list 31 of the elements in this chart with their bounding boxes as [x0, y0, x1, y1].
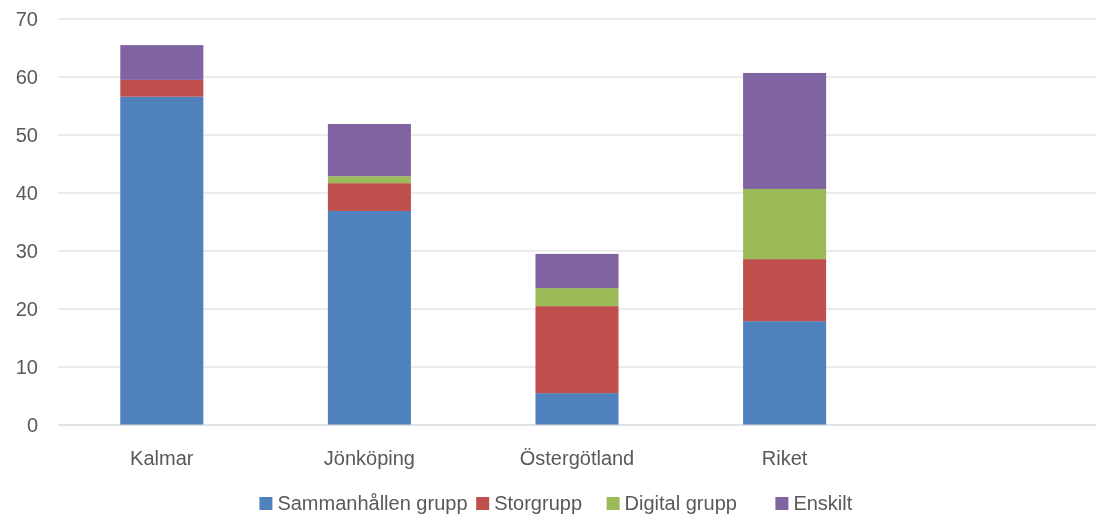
- bar: [535, 306, 619, 394]
- y-tick-label: 50: [15, 124, 38, 146]
- y-tick-label: 60: [15, 66, 38, 88]
- bar: [327, 123, 411, 177]
- bar: [743, 72, 827, 189]
- y-tick-label: 30: [15, 240, 38, 262]
- bar: [327, 183, 411, 211]
- legend-label: Digital grupp: [624, 492, 737, 514]
- bar: [120, 79, 204, 97]
- bar: [120, 45, 204, 80]
- bar: [535, 253, 619, 289]
- x-tick-label: Jönköping: [323, 447, 415, 469]
- legend-label: Sammanhållen grupp: [277, 492, 468, 514]
- y-tick-label: 20: [15, 298, 38, 320]
- bar: [743, 259, 827, 322]
- y-tick-label: 40: [15, 182, 38, 204]
- y-tick-label: 70: [15, 8, 38, 30]
- bar: [535, 393, 619, 425]
- x-tick-label: Kalmar: [130, 447, 194, 469]
- bar: [535, 288, 619, 307]
- x-tick-label: Riket: [761, 447, 808, 469]
- y-tick-label: 0: [26, 414, 38, 436]
- legend-label: Enskilt: [793, 492, 853, 514]
- legend-label: Storgrupp: [494, 492, 583, 514]
- bar: [743, 321, 827, 425]
- bar: [327, 176, 411, 184]
- bar: [743, 188, 827, 260]
- bar: [327, 210, 411, 425]
- y-tick-label: 10: [15, 356, 38, 378]
- x-tick-label: Östergötland: [519, 447, 635, 469]
- bar: [120, 96, 204, 425]
